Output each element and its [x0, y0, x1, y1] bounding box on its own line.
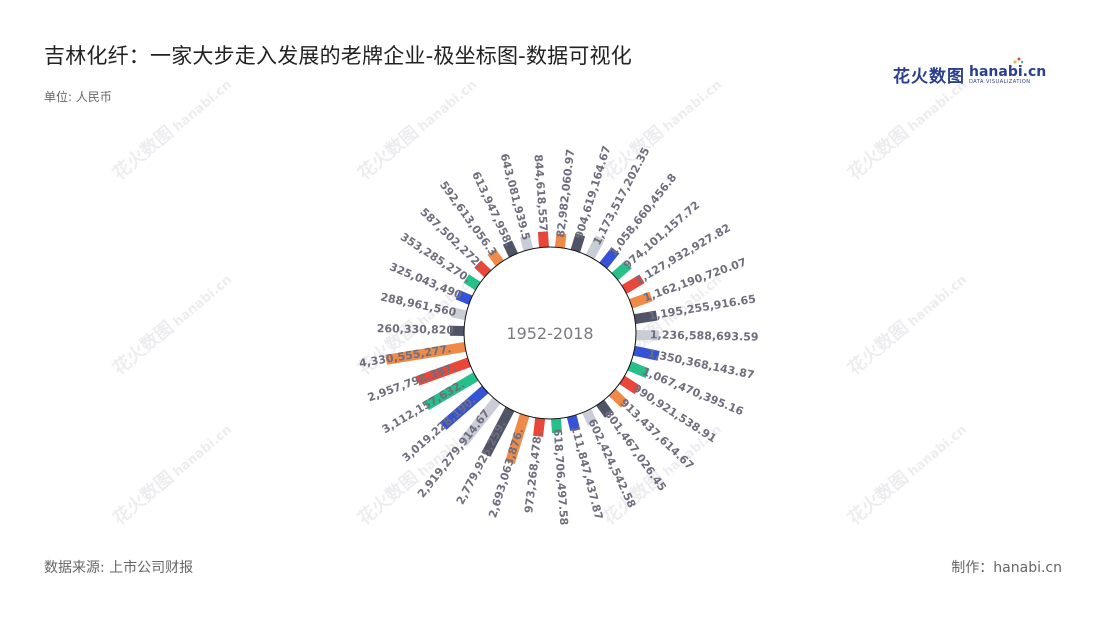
polar-bar[interactable] [416, 357, 471, 386]
polar-bar[interactable] [502, 240, 518, 258]
polar-bar[interactable] [566, 414, 581, 432]
bar-value-label: 260,330,820 [377, 322, 455, 337]
watermark-cn: 花火数图 [843, 466, 912, 529]
polar-bar[interactable] [554, 233, 567, 249]
polar-bar[interactable] [505, 413, 530, 465]
credit-link[interactable]: 制作：hanabi.cn [951, 560, 1062, 576]
center-label: 1952-2018 [506, 324, 593, 343]
bar-value-label: 82,982,060.97 [554, 148, 577, 238]
unit-label: 单位: 人民币 [44, 90, 112, 104]
polar-bar[interactable] [519, 234, 534, 252]
bar-value-label: 1,236,588,693.59 [650, 328, 759, 343]
bar-value-label: 844,618,557. [532, 154, 551, 236]
polar-bar[interactable] [459, 397, 501, 446]
chart-title: 吉林化纤：一家大步走入发展的老牌企业-极坐标图-数据可视化 [44, 44, 632, 68]
watermark-en: hanabi.cn [171, 422, 236, 480]
brand-logo[interactable]: 花火数图 hanabi.cn DATA VISUALIZATION [893, 62, 1046, 88]
polar-bar[interactable] [423, 372, 479, 411]
polar-bar[interactable] [551, 418, 562, 434]
polar-bar[interactable] [596, 399, 613, 418]
watermark-en: hanabi.cn [906, 272, 971, 330]
polar-bar[interactable] [619, 375, 641, 395]
polar-bar[interactable] [537, 231, 549, 248]
polar-bar[interactable] [439, 385, 489, 430]
watermark-en: hanabi.cn [416, 77, 481, 135]
polar-bar[interactable] [629, 291, 653, 309]
watermark-en: hanabi.cn [906, 422, 971, 480]
data-source: 数据来源: 上市公司财报 [44, 560, 194, 576]
logo-spark-icon [1013, 57, 1024, 64]
bar-group [385, 231, 660, 465]
logo-en-block: hanabi.cn DATA VISUALIZATION [969, 65, 1046, 85]
watermark-en: hanabi.cn [171, 77, 236, 135]
watermark-cn: 花火数图 [843, 316, 912, 379]
watermark-cn: 花火数图 [108, 121, 177, 184]
polar-bar[interactable] [582, 408, 598, 426]
logo-en-text: hanabi.cn [969, 63, 1047, 80]
watermark-cn: 花火数图 [108, 466, 177, 529]
polar-bar[interactable] [635, 329, 659, 341]
polar-bar[interactable] [533, 417, 546, 437]
watermark-cn: 花火数图 [353, 466, 422, 529]
polar-bar[interactable] [474, 260, 492, 278]
watermark-en: hanabi.cn [171, 272, 236, 330]
center-circle [463, 246, 637, 420]
polar-bar[interactable] [608, 388, 628, 408]
watermark-en: hanabi.cn [906, 77, 971, 135]
polar-bar[interactable] [385, 341, 466, 365]
bar-value-label: 973,268,478. [522, 432, 544, 514]
bar-value-label: 618,706,497.58 [551, 428, 571, 525]
logo-en-sub: DATA VISUALIZATION [969, 78, 1031, 85]
polar-bar[interactable] [585, 235, 605, 260]
polar-bar[interactable] [487, 248, 504, 267]
polar-bar[interactable] [634, 310, 658, 325]
watermark-en: hanabi.cn [661, 77, 726, 135]
polar-bar[interactable] [455, 290, 473, 305]
polar-bar[interactable] [627, 361, 650, 379]
polar-bar[interactable] [611, 260, 632, 281]
polar-bar[interactable] [463, 274, 481, 291]
polar-bar[interactable] [481, 406, 515, 457]
watermark-cn: 花火数图 [108, 316, 177, 379]
polar-bar[interactable] [633, 345, 660, 361]
polar-bar[interactable] [599, 247, 620, 269]
polar-bar[interactable] [451, 307, 467, 321]
logo-cn-text: 花火数图 [893, 67, 965, 87]
polar-bar[interactable] [621, 274, 645, 294]
polar-bar[interactable] [570, 233, 586, 253]
watermark-cn: 花火数图 [843, 121, 912, 184]
watermark-cn: 花火数图 [353, 121, 422, 184]
